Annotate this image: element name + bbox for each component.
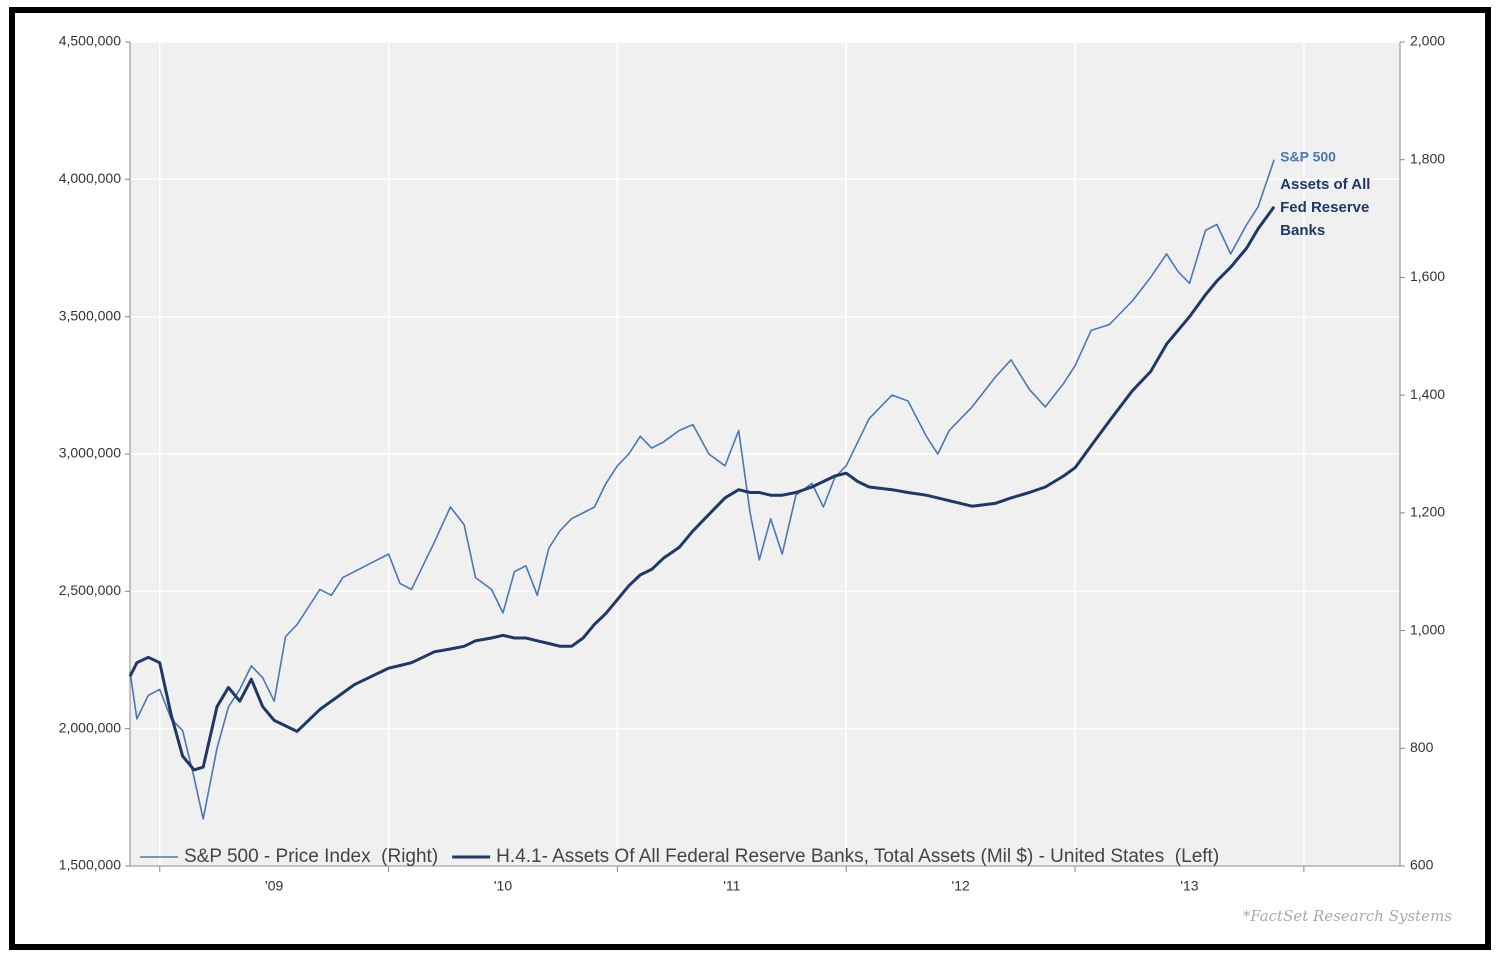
y2-tick-label: 2,000: [1410, 33, 1445, 49]
y-tick-label: 1,500,000: [59, 857, 121, 873]
annotation: S&P 500: [1280, 148, 1336, 164]
legend-label: S&P 500 - Price Index (Right): [184, 846, 438, 867]
y2-tick-label: 1,800: [1410, 150, 1445, 166]
y-tick-label: 4,000,000: [59, 170, 121, 186]
y-tick-label: 2,500,000: [59, 582, 121, 598]
y2-tick-label: 1,200: [1410, 504, 1445, 520]
x-tick-label: '13: [1180, 878, 1198, 894]
x-tick-label: '09: [265, 878, 283, 894]
annotation: Assets of All: [1280, 176, 1370, 193]
source: *FactSet Research Systems: [1243, 907, 1452, 925]
y-tick-label: 2,000,000: [59, 719, 121, 735]
y2-tick-label: 1,400: [1410, 386, 1445, 402]
series-line: [128, 205, 1276, 772]
annotation: Banks: [1280, 222, 1325, 239]
series-line: [129, 159, 1275, 820]
x-tick-label: '11: [723, 878, 740, 894]
x-tick-label: '10: [494, 878, 512, 894]
y2-tick-label: 1,600: [1410, 268, 1445, 284]
legend-label: H.4.1- Assets Of All Federal Reserve Ban…: [496, 846, 1219, 867]
y2-tick-label: 600: [1410, 857, 1434, 873]
annotation: Fed Reserve: [1280, 199, 1369, 216]
y-tick-label: 3,500,000: [59, 307, 121, 323]
y-tick-label: 3,000,000: [59, 445, 121, 461]
y-tick-label: 4,500,000: [59, 33, 121, 49]
x-tick-label: '12: [952, 878, 970, 894]
y2-tick-label: 1,000: [1410, 621, 1445, 637]
y2-tick-label: 800: [1410, 739, 1434, 755]
